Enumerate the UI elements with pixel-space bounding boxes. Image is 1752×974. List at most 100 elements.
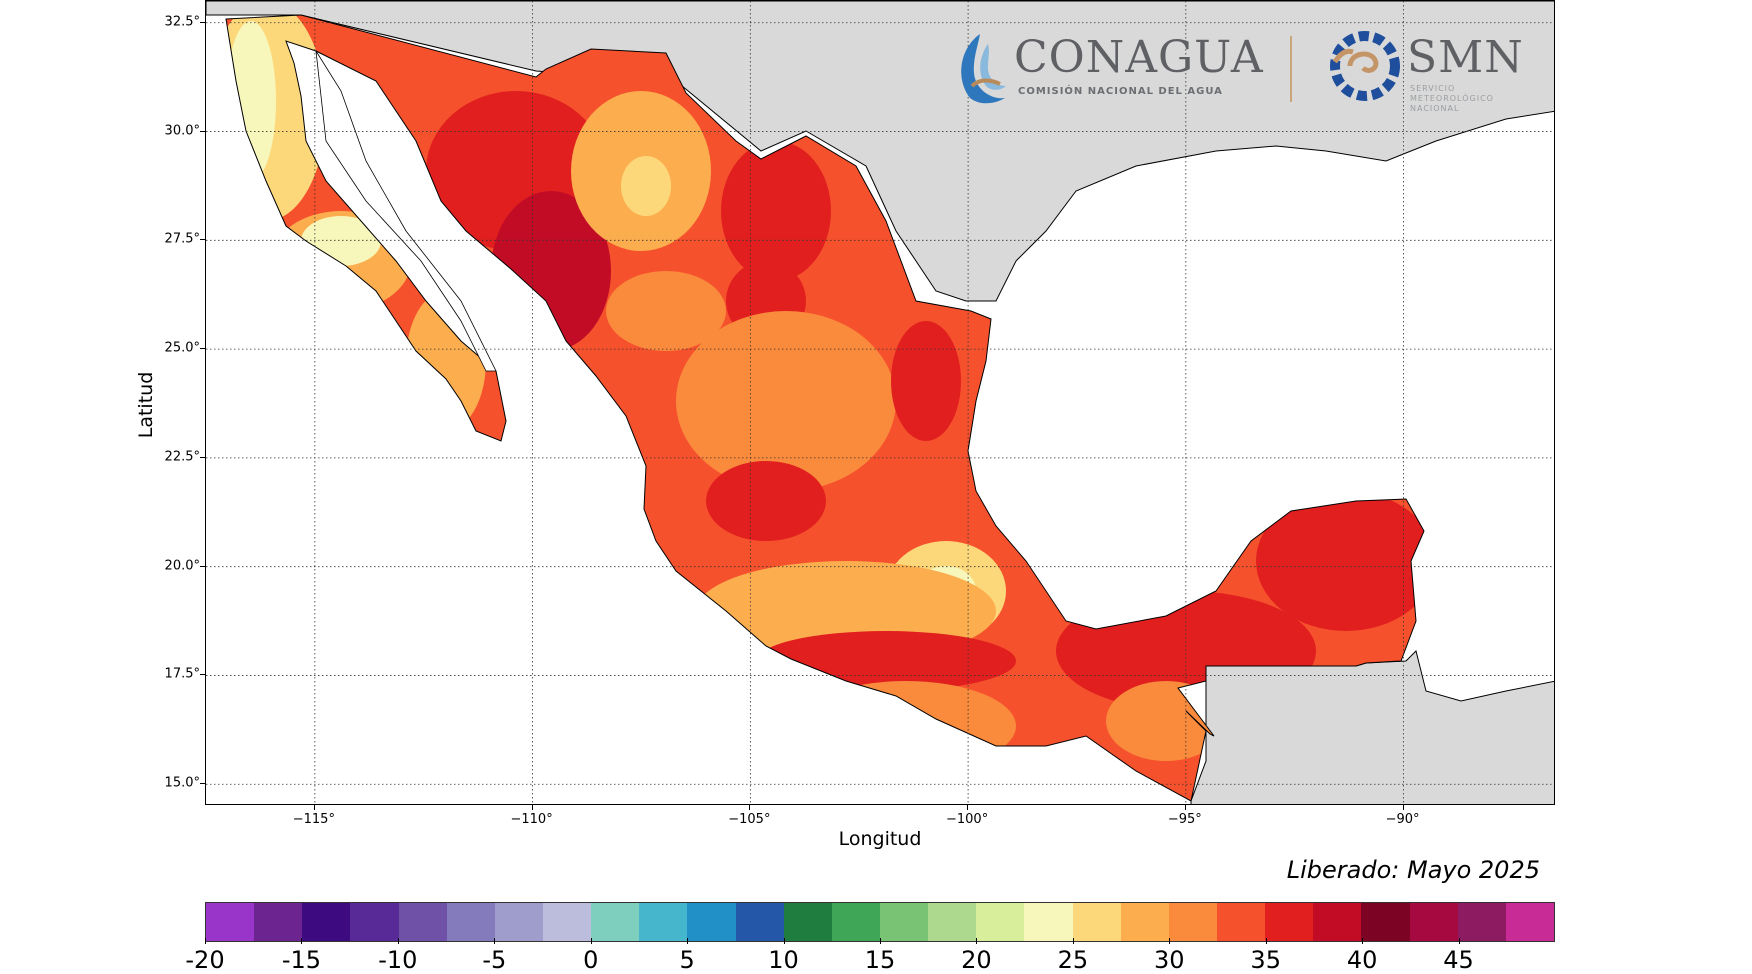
colorbar-segment [639, 903, 688, 941]
colorbar-label: 35 [1250, 946, 1281, 974]
y-tick-label: 17.5° [164, 666, 200, 682]
x-tick-label: −115° [292, 812, 335, 827]
colorbar-tick [205, 938, 206, 944]
colorbar-label: -10 [378, 946, 418, 974]
colorbar-segment [398, 903, 447, 941]
temperature-colorbar [205, 902, 1555, 942]
smn-subtitle-2: METEOROLÓGICO [1410, 94, 1494, 103]
logo-divider [1290, 36, 1292, 102]
colorbar-segment [976, 903, 1025, 941]
y-tick-label: 25.0° [164, 340, 200, 356]
x-axis-label: Longitud [838, 828, 922, 850]
colorbar-tick [397, 938, 399, 944]
colorbar-tick [976, 938, 978, 944]
x-tick-mark [749, 805, 751, 810]
colorbar-tick [1265, 938, 1267, 944]
colorbar-label: 5 [679, 946, 695, 974]
colorbar-segment [783, 903, 832, 941]
colorbar-segment [446, 903, 495, 941]
colorbar-segment [1313, 903, 1362, 941]
colorbar-segment [254, 903, 303, 941]
colorbar-label: 10 [768, 946, 799, 974]
colorbar-label: 15 [864, 946, 896, 974]
colorbar-tick [1072, 938, 1074, 944]
colorbar-tick [1169, 938, 1171, 944]
colorbar-segment [1072, 903, 1121, 941]
x-tick-label: −90° [1385, 812, 1420, 827]
smn-subtitle-1: SERVICIO [1410, 84, 1456, 93]
colorbar-tick [494, 938, 496, 944]
colorbar-label: -20 [185, 946, 225, 974]
colorbar-label: -5 [482, 946, 507, 974]
x-tick-mark [1402, 805, 1404, 810]
colorbar-segment [1505, 903, 1554, 941]
y-tick-mark [200, 348, 205, 350]
colorbar-label: 25 [1057, 946, 1089, 974]
x-tick-label: −110° [510, 812, 553, 827]
colorbar-tick [301, 938, 303, 944]
colorbar-tick [1458, 938, 1460, 944]
colorbar-segment [206, 903, 255, 941]
colorbar-label: 20 [961, 946, 992, 974]
x-tick-mark [531, 805, 533, 810]
colorbar-segment [1409, 903, 1458, 941]
y-tick-mark [200, 21, 205, 23]
colorbar-segment [542, 903, 592, 941]
y-tick-label: 20.0° [164, 558, 200, 574]
colorbar-tick [687, 938, 689, 944]
conagua-wordmark: CONAGUA [1014, 32, 1264, 83]
y-tick-label: 32.5° [164, 14, 200, 30]
y-tick-mark [200, 456, 205, 458]
colorbar-label: 0 [583, 946, 599, 974]
x-tick-mark [1184, 805, 1186, 810]
colorbar-tick [783, 938, 785, 944]
y-tick-label: 30.0° [164, 123, 200, 139]
smn-emblem-icon [1330, 31, 1400, 101]
colorbar-segment [350, 903, 399, 941]
x-tick-label: −105° [728, 812, 771, 827]
smn-wordmark: SMN [1407, 32, 1524, 83]
conagua-emblem-icon [961, 34, 1006, 104]
release-date-text: Liberado: Mayo 2025 [1286, 856, 1540, 884]
smn-logo: SMN SERVICIO METEOROLÓGICO NACIONAL [1325, 28, 1535, 118]
y-tick-mark [200, 674, 205, 676]
colorbar-tick [1362, 938, 1364, 944]
colorbar-segment [1120, 903, 1169, 941]
x-tick-label: −100° [945, 812, 989, 827]
colorbar-tick [590, 938, 592, 944]
y-tick-mark [200, 130, 205, 132]
y-tick-mark [200, 239, 205, 241]
colorbar-tick [880, 938, 881, 944]
x-tick-label: −95° [1167, 812, 1202, 827]
colorbar-segment [1216, 903, 1266, 941]
colorbar-segment [1024, 903, 1073, 941]
colorbar-segment [879, 903, 929, 941]
colorbar-segment [831, 903, 880, 941]
x-tick-mark [313, 805, 315, 810]
colorbar-segment [1457, 903, 1506, 941]
x-tick-mark [967, 805, 969, 810]
colorbar-segment [591, 903, 640, 941]
smn-subtitle-3: NACIONAL [1410, 104, 1460, 113]
colorbar-segment [302, 903, 351, 941]
y-tick-mark [200, 783, 205, 785]
colorbar-label: -15 [281, 946, 322, 974]
colorbar-segment [1168, 903, 1217, 941]
colorbar-segment [928, 903, 977, 941]
y-tick-mark [200, 565, 205, 567]
colorbar-segment [687, 903, 736, 941]
temperature-map [206, 1, 1554, 804]
colorbar-label: 30 [1154, 946, 1185, 974]
y-tick-label: 22.5° [164, 449, 200, 465]
colorbar-segment [1265, 903, 1314, 941]
colorbar-segment [494, 903, 543, 941]
colorbar-segment [735, 903, 784, 941]
conagua-logo: CONAGUA COMISIÓN NACIONAL DEL AGUA [950, 28, 1263, 108]
map-area [205, 0, 1555, 805]
y-tick-label: 15.0° [164, 775, 200, 791]
colorbar-label: 45 [1443, 946, 1474, 974]
colorbar-label: 40 [1346, 946, 1378, 974]
y-tick-label: 27.5° [164, 231, 200, 247]
conagua-subtitle: COMISIÓN NACIONAL DEL AGUA [1018, 86, 1223, 97]
colorbar-segment [1361, 903, 1410, 941]
